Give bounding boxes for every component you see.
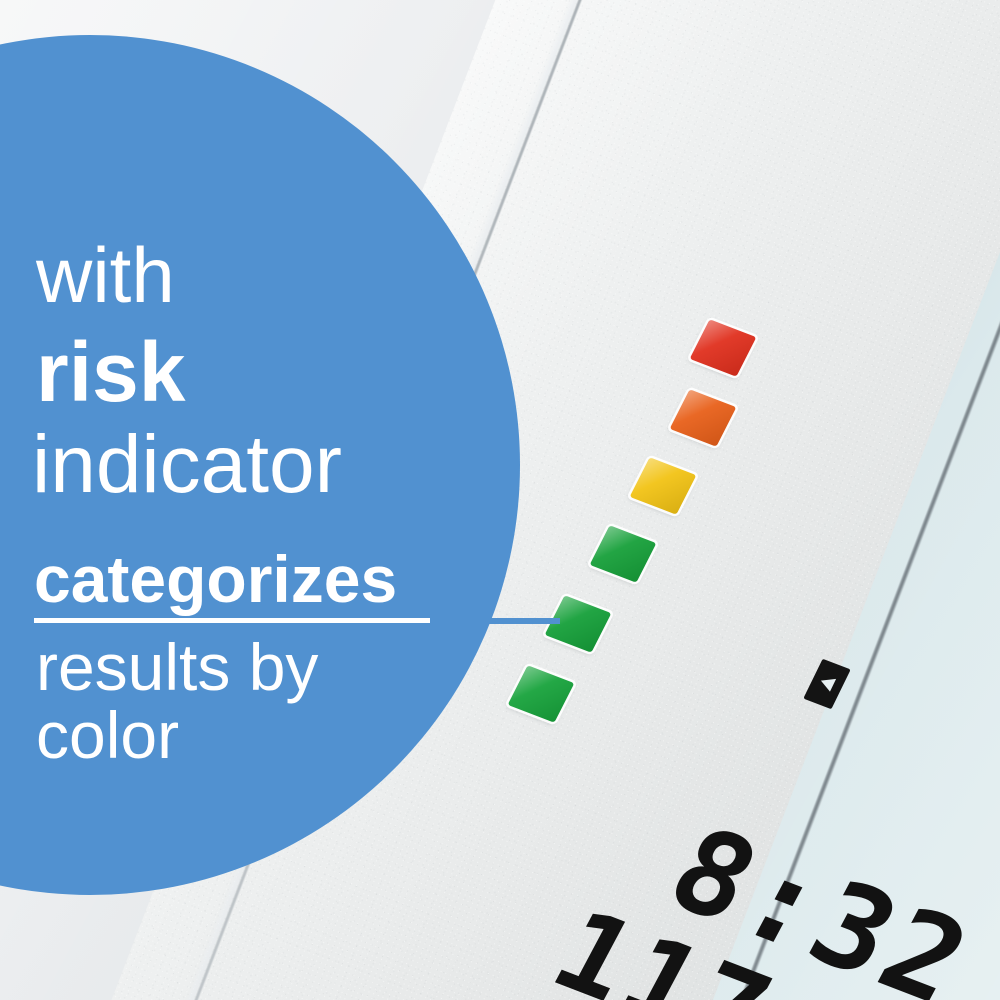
headline-line-risk: risk	[36, 325, 186, 419]
headline-line-with: with	[36, 231, 175, 319]
headline-line-results: results by	[36, 630, 319, 704]
underline-rule-blue	[430, 618, 560, 624]
underline-rule-white	[34, 618, 434, 623]
headline-line-color: color	[36, 698, 180, 772]
headline-line-indicator: indicator	[32, 419, 342, 510]
headline-line-categorizes-wrap: categorizes	[34, 542, 434, 623]
headline-line-categorizes: categorizes	[34, 542, 398, 616]
